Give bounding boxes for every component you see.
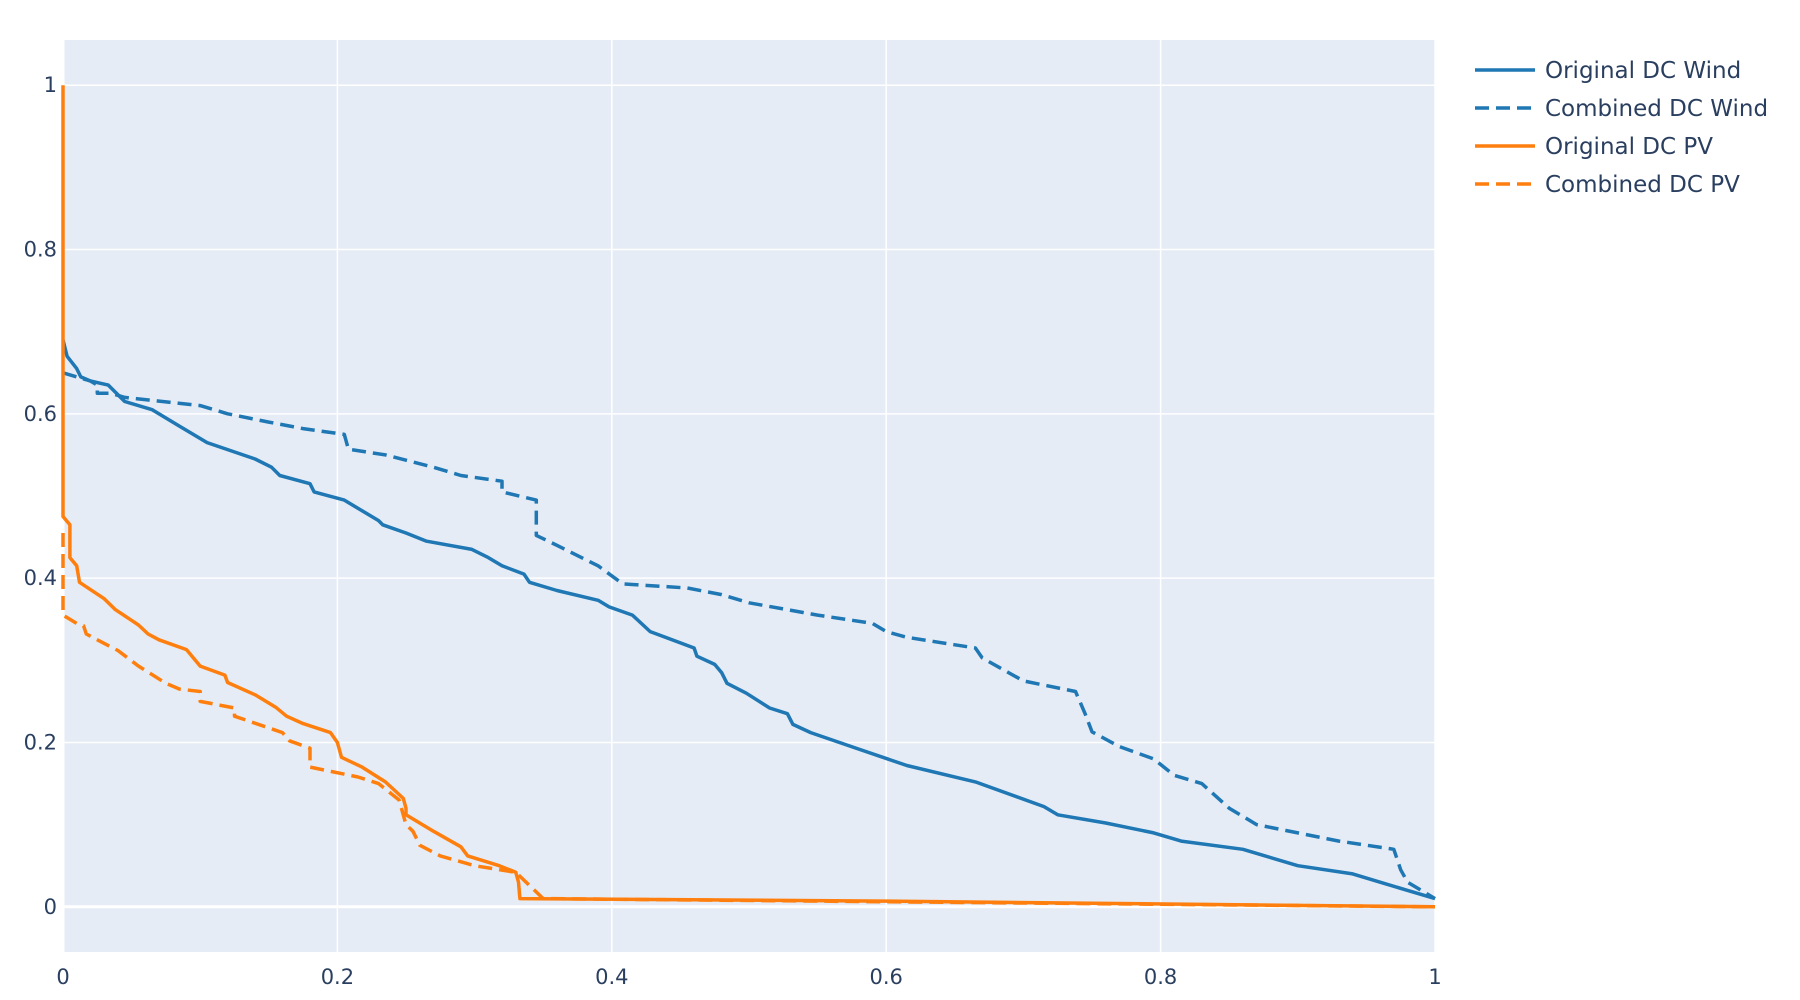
- plot-background: [63, 40, 1435, 952]
- legend-label: Combined DC PV: [1545, 172, 1740, 198]
- series-line-combined-dc-pv: [61, 533, 1436, 909]
- legend[interactable]: Original DC Wind Combined DC Wind Original…: [1475, 58, 1768, 198]
- legend-item-combined-dc-wind[interactable]: Combined DC Wind: [1475, 96, 1768, 122]
- y-tick-label: 0: [44, 895, 57, 919]
- legend-label: Combined DC Wind: [1545, 96, 1768, 122]
- series-lines: [61, 85, 1436, 909]
- y-tick-label: 0.2: [24, 730, 57, 754]
- x-tick-label: 0.6: [869, 965, 902, 989]
- series-line-original-dc-pv: [61, 85, 1436, 909]
- series-line-combined-dc-wind: [62, 371, 1436, 901]
- x-tick-label: 0: [56, 965, 69, 989]
- legend-label: Original DC PV: [1545, 134, 1713, 160]
- legend-item-original-dc-pv[interactable]: Original DC PV: [1475, 134, 1713, 160]
- x-tick-label: 0.8: [1144, 965, 1177, 989]
- x-tick-label: 0.2: [321, 965, 354, 989]
- legend-item-combined-dc-pv[interactable]: Combined DC PV: [1475, 172, 1740, 198]
- legend-item-original-dc-wind[interactable]: Original DC Wind: [1475, 58, 1741, 84]
- x-axis-ticks: 0 0.2 0.4 0.6 0.8 1: [56, 965, 1441, 989]
- legend-label: Original DC Wind: [1545, 58, 1741, 84]
- y-tick-label: 0.8: [24, 238, 57, 262]
- y-axis-ticks: 0 0.2 0.4 0.6 0.8 1: [24, 73, 57, 919]
- y-tick-label: 1: [44, 73, 57, 97]
- x-tick-label: 1: [1428, 965, 1441, 989]
- series-line-original-dc-wind: [61, 339, 1436, 901]
- y-tick-label: 0.4: [24, 566, 57, 590]
- y-tick-label: 0.6: [24, 402, 57, 426]
- x-tick-label: 0.4: [595, 965, 628, 989]
